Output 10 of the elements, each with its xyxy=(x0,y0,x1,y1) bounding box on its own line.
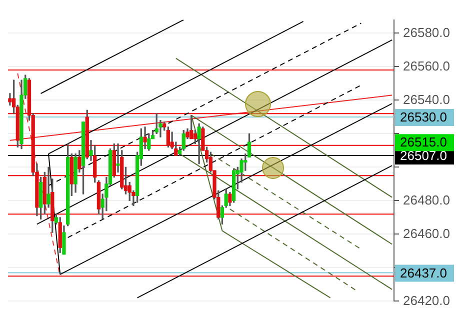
ref-line-label: 26530.0 xyxy=(400,110,448,125)
y-tick-label: 26560.0 xyxy=(403,58,450,74)
text: 26515.0 xyxy=(400,134,448,150)
ref-line-label: 26507.0 xyxy=(400,148,448,164)
y-tick-label: 26580.0 xyxy=(403,24,450,40)
y-tick-label: 26460.0 xyxy=(403,226,450,241)
ref-line-label: 26437.0 xyxy=(400,265,448,280)
y-tick-label: 26420.0 xyxy=(403,292,450,308)
y-tick-label: 26480.0 xyxy=(403,192,450,208)
y-tick-label: 26540.0 xyxy=(403,92,450,107)
